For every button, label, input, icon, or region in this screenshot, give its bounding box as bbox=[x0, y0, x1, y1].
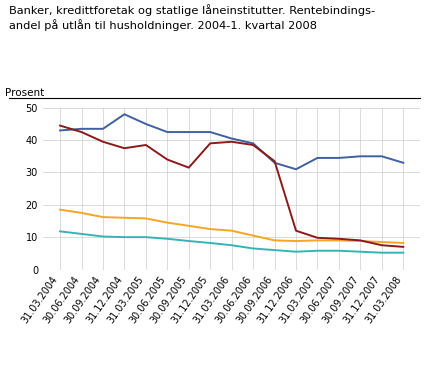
Text: Prosent: Prosent bbox=[5, 88, 44, 98]
Text: Banker, kredittforetak og statlige låneinstitutter. Rentebindings-
andel på utlå: Banker, kredittforetak og statlige lånei… bbox=[9, 4, 375, 31]
